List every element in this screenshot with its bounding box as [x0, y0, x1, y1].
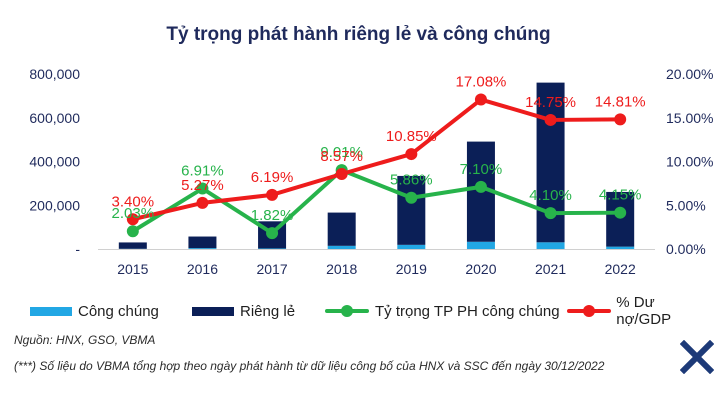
- bar-public: [466, 241, 495, 249]
- bar-public: [188, 248, 217, 249]
- y-left-tick-label: 600,000: [29, 110, 80, 126]
- x-tick-label: 2017: [256, 261, 287, 277]
- x-tick-label: 2020: [465, 261, 496, 277]
- public-ratio-line: [130, 168, 623, 236]
- x-logo-icon: [680, 340, 714, 374]
- x-tick-label: 2016: [187, 261, 218, 277]
- x-tick-label: 2022: [605, 261, 636, 277]
- debt-gdp-point: [405, 148, 418, 161]
- footnote: (***) Số liệu do VBMA tổng hợp theo ngày…: [14, 359, 605, 373]
- debt-gdp-point: [335, 168, 348, 181]
- y-right-tick-label: 15.00%: [666, 110, 713, 126]
- legend-swatch-debt-gdp: [567, 304, 611, 318]
- legend-label-public-ratio: Tỷ trọng TP PH công chúng: [375, 302, 560, 320]
- debt-gdp-point: [266, 188, 279, 201]
- bar-public: [327, 245, 356, 249]
- legend-label-debt-gdp: % Dư nợ/GDP: [616, 294, 672, 328]
- legend: Công chúng Riêng lẻ Tỷ trọng TP PH công …: [22, 294, 712, 328]
- bar-private: [606, 191, 635, 247]
- legend-label-private: Riêng lẻ: [240, 302, 296, 320]
- legend-item-public-ratio: Tỷ trọng TP PH công chúng: [325, 300, 560, 322]
- public-ratio-point: [544, 207, 557, 220]
- public-ratio-point: [266, 227, 279, 240]
- public-ratio-data-label: 1.82%: [251, 207, 294, 224]
- legend-item-private: Riêng lẻ: [192, 300, 295, 322]
- debt-gdp-data-label: 3.40%: [112, 193, 155, 210]
- public-ratio-data-label: 7.10%: [460, 161, 503, 178]
- x-tick-label: 2019: [396, 261, 427, 277]
- legend-swatch-public: [30, 306, 72, 316]
- public-ratio-data-label: 2.03%: [112, 205, 155, 222]
- debt-gdp-point: [544, 113, 557, 126]
- bar-public: [536, 242, 565, 249]
- public-ratio-point: [474, 180, 487, 193]
- public-ratio-point: [405, 191, 418, 204]
- y-left-tick-label: 400,000: [29, 154, 80, 170]
- debt-gdp-line: [130, 97, 623, 222]
- legend-swatch-public-ratio: [325, 304, 369, 318]
- chart-title: Tỷ trọng phát hành riêng lẻ và công chún…: [166, 24, 551, 45]
- debt-gdp-data-label: 8.57%: [320, 148, 363, 165]
- y-left-tick-label: -: [75, 241, 80, 257]
- x-tick-label: 2015: [117, 261, 148, 277]
- x-tick-label: 2018: [326, 261, 357, 277]
- legend-item-public: Công chúng: [30, 300, 159, 322]
- debt-gdp-data-label: 10.85%: [386, 128, 437, 145]
- y-left-tick-label: 200,000: [29, 197, 80, 213]
- bar-public: [606, 246, 635, 249]
- y-left-tick-label: 800,000: [29, 66, 80, 82]
- debt-gdp-data-label: 14.81%: [595, 93, 646, 110]
- y-right-tick-label: 5.00%: [666, 197, 706, 213]
- bar-private: [327, 212, 356, 246]
- bar-public: [397, 244, 426, 249]
- public-ratio-point: [614, 206, 627, 219]
- legend-label-public: Công chúng: [78, 302, 159, 320]
- bar-public: [258, 248, 287, 249]
- chart-plot: - 200,000 400,000 600,000 800,000 0.00% 5.00% 1…: [29, 66, 713, 277]
- debt-gdp-data-label: 6.19%: [251, 169, 294, 186]
- debt-gdp-data-label: 14.75%: [525, 94, 576, 111]
- debt-gdp-point: [614, 113, 627, 126]
- public-ratio-data-label: 4.10%: [529, 187, 572, 204]
- bar-private: [397, 175, 426, 245]
- public-ratio-point: [196, 182, 209, 195]
- bar-private: [118, 242, 147, 249]
- public-ratio-data-label: 6.91%: [181, 163, 224, 180]
- legend-item-debt-gdp: % Dư nợ/GDP: [567, 294, 712, 328]
- debt-gdp-data-label: 5.27%: [181, 177, 224, 194]
- y-right-tick-label: 20.00%: [666, 66, 713, 82]
- source-note: Nguồn: HNX, GSO, VBMA: [14, 333, 156, 347]
- public-ratio-data-label: 5.86%: [390, 172, 433, 189]
- y-right-tick-label: 10.00%: [666, 154, 713, 170]
- debt-gdp-point: [126, 213, 139, 226]
- x-tick-label: 2021: [535, 261, 566, 277]
- debt-gdp-point: [196, 196, 209, 209]
- y-right-tick-label: 0.00%: [666, 241, 706, 257]
- public-ratio-data-label: 4.15%: [599, 187, 642, 204]
- public-ratio-data-label: 9.01%: [320, 144, 363, 161]
- bar-private: [188, 236, 217, 249]
- debt-gdp-point: [474, 93, 487, 106]
- legend-swatch-private: [192, 306, 234, 316]
- public-ratio-point: [126, 225, 139, 238]
- debt-gdp-data-label: 17.08%: [456, 74, 507, 91]
